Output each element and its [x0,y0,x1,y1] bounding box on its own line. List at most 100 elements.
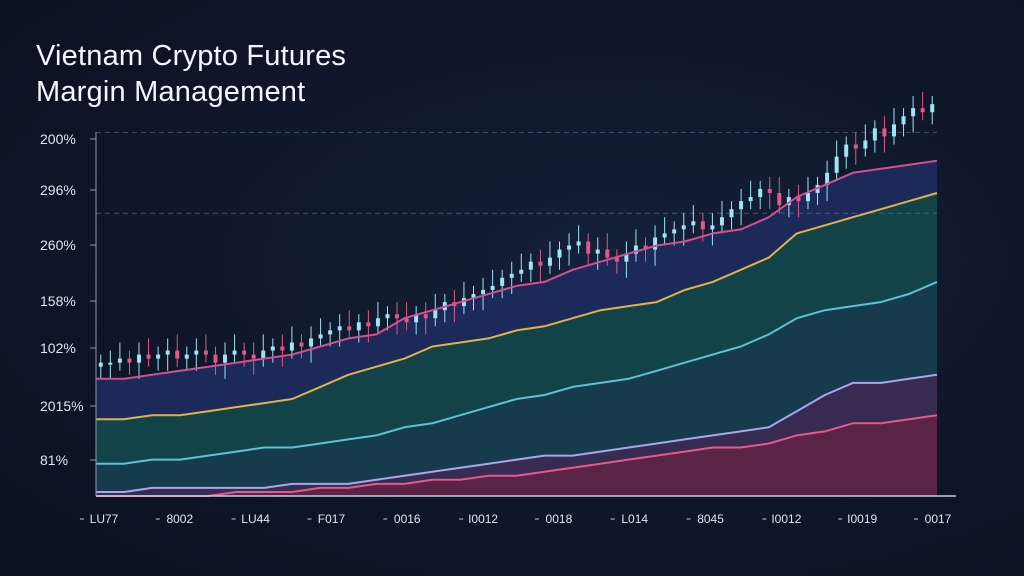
candle-body [270,346,275,351]
candle-body [395,314,400,319]
candle-body [223,354,228,363]
candle-body [719,217,724,226]
candle-body [194,350,199,355]
candle [519,253,524,282]
candle-body [586,241,591,254]
x-tick-label: I0012 [771,512,801,526]
x-tick-label: LU77 [90,512,119,526]
series-1-pink-area-low-area [96,415,937,496]
candle-body [356,322,361,331]
candle [223,342,228,379]
x-tick-label: 8002 [166,512,193,526]
candle-body [289,342,294,351]
series-4-gold-line [96,192,938,421]
candle-body [251,354,256,359]
candle [481,277,486,311]
series-lines-group [96,159,938,497]
candle [299,334,304,359]
candle-body [825,172,830,185]
candle-body [299,342,304,347]
candle-body [337,326,342,331]
candle-body [490,285,495,290]
candle-body [481,289,486,294]
y-tick-label: 2015% [40,398,84,414]
candle-body [538,261,543,266]
candle-body [547,257,552,266]
y-tick-label: 200% [40,131,76,147]
candle-body [710,225,715,230]
candle [509,261,514,294]
candle [930,96,935,125]
candle-body [98,362,103,367]
candle [232,334,237,363]
candle-body [739,201,744,210]
candle-body [318,334,323,339]
candle [633,229,638,262]
candle [98,354,103,379]
candle [624,241,629,278]
candle [194,338,199,371]
x-tick-labels: LU77 8002 LU44 F017 0016 I0012 0018 L014 8045 I00… [80,512,952,526]
candle-body [805,193,810,202]
chart-title: Vietnam Crypto Futures Margin Management [36,38,346,110]
candle [395,302,400,335]
candle [882,116,887,153]
candle [289,326,294,359]
candle-body [203,350,208,355]
candle-body [901,116,906,125]
candle-body [853,144,858,149]
candle [719,201,724,234]
candle-body [834,156,839,173]
candle [863,124,868,157]
candle-body [117,358,122,363]
candle [767,176,772,210]
candle [614,249,619,274]
candle [184,346,189,371]
candle-body [930,104,935,113]
candle-body [175,350,180,359]
candle-body [328,330,333,335]
candle-body [911,108,916,117]
candle [920,92,925,121]
candle [366,310,371,343]
series-3-teal-line [96,280,938,465]
candlestick-group [98,92,935,379]
candle-body [767,188,772,193]
candle-body [557,249,562,258]
y-tick-label: 81% [40,452,68,468]
candle [586,233,591,266]
chart-title-line-2: Margin Management [36,76,306,108]
candle-body [261,350,266,359]
candle-body [137,354,142,363]
candle [729,201,734,230]
candle-body [414,314,419,323]
candle [595,237,600,270]
candle-body [184,354,189,359]
candle-body [662,233,667,238]
candle [576,225,581,254]
candle-body [146,354,151,359]
candle [777,176,782,214]
candle [203,334,208,363]
candle [853,132,858,165]
candle-body [156,354,161,359]
x-tick-label: L014 [621,512,648,526]
series-2-lavender-line [96,373,938,493]
candle-body [309,338,314,347]
y-tick-label: 296% [40,182,76,198]
candle [270,338,275,363]
candle [538,249,543,282]
candle [710,213,715,246]
candle [528,253,533,282]
candle-body [748,197,753,202]
axes [95,132,956,497]
area-series-group [96,160,937,496]
candle-body [920,108,925,113]
candle-body [165,350,170,355]
candle [146,338,151,367]
candle-body [796,197,801,202]
candle-body [624,253,629,262]
chart-title-line-1: Vietnam Crypto Futures [36,40,347,72]
candle-body [567,245,572,250]
